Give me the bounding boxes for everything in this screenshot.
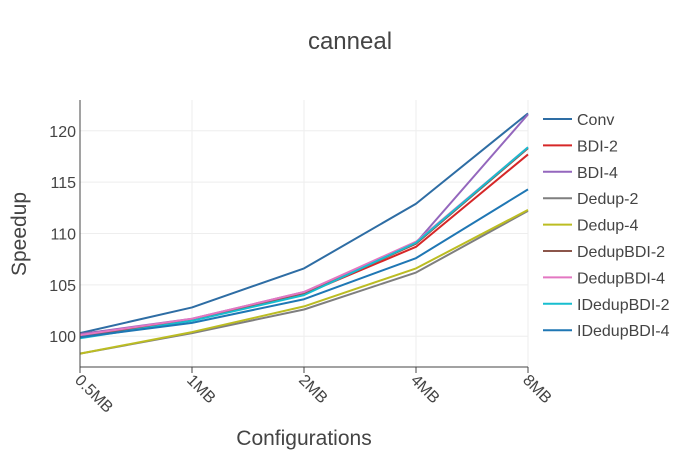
y-tick-label: 115 [50, 175, 76, 192]
legend[interactable]: Conv BDI-2 BDI-4 Dedup-2 Dedup-4 DedupBDI-2 De… [543, 112, 670, 340]
legend-item-dedupbdi-2[interactable]: DedupBDI-2 [543, 244, 665, 261]
x-tick-label: 4MB [407, 372, 442, 407]
legend-label: DedupBDI-4 [577, 270, 665, 287]
legend-label: IDedupBDI-4 [577, 323, 670, 340]
legend-item-bdi-4[interactable]: BDI-4 [543, 165, 618, 182]
y-tick-label: 110 [50, 227, 76, 244]
y-axis-title: Speedup [8, 192, 31, 276]
legend-item-dedupbdi-4[interactable]: DedupBDI-4 [543, 270, 665, 287]
legend-item-dedup-2[interactable]: Dedup-2 [543, 191, 638, 208]
legend-label: IDedupBDI-2 [577, 297, 670, 314]
legend-label: DedupBDI-2 [577, 244, 665, 261]
x-axis-title: Configurations [236, 427, 371, 450]
x-tick-label: 8MB [519, 372, 554, 407]
y-tick-label: 105 [49, 278, 76, 295]
grid [79, 100, 529, 367]
legend-label: Dedup-4 [577, 218, 638, 235]
legend-label: Dedup-2 [577, 191, 638, 208]
series-line-conv [79, 112, 529, 335]
legend-label: Conv [577, 112, 614, 129]
x-tick-label: 0.5MB [71, 372, 116, 417]
y-axis-ticks: 100 105 110 115 120 [49, 124, 76, 346]
x-tick-label: 2MB [295, 372, 330, 407]
x-tick-label: 1MB [183, 372, 218, 407]
y-tick-label: 120 [49, 124, 76, 141]
series-line-idedupbdi-4 [79, 188, 529, 339]
legend-item-idedupbdi-4[interactable]: IDedupBDI-4 [543, 323, 670, 340]
legend-label: BDI-4 [577, 165, 618, 182]
series-line-dedup-4 [79, 208, 529, 355]
legend-label: BDI-2 [577, 138, 618, 155]
x-axis-ticks: 0.5MB 1MB 2MB 4MB 8MB [71, 367, 554, 417]
legend-item-dedup-4[interactable]: Dedup-4 [543, 218, 638, 235]
chart-title: canneal [308, 28, 392, 55]
plot-area [79, 112, 529, 355]
legend-item-idedupbdi-2[interactable]: IDedupBDI-2 [543, 297, 670, 314]
series-line-idedupbdi-2 [79, 146, 529, 340]
legend-item-conv[interactable]: Conv [543, 112, 614, 129]
legend-item-bdi-2[interactable]: BDI-2 [543, 138, 618, 155]
y-tick-label: 100 [49, 329, 76, 346]
